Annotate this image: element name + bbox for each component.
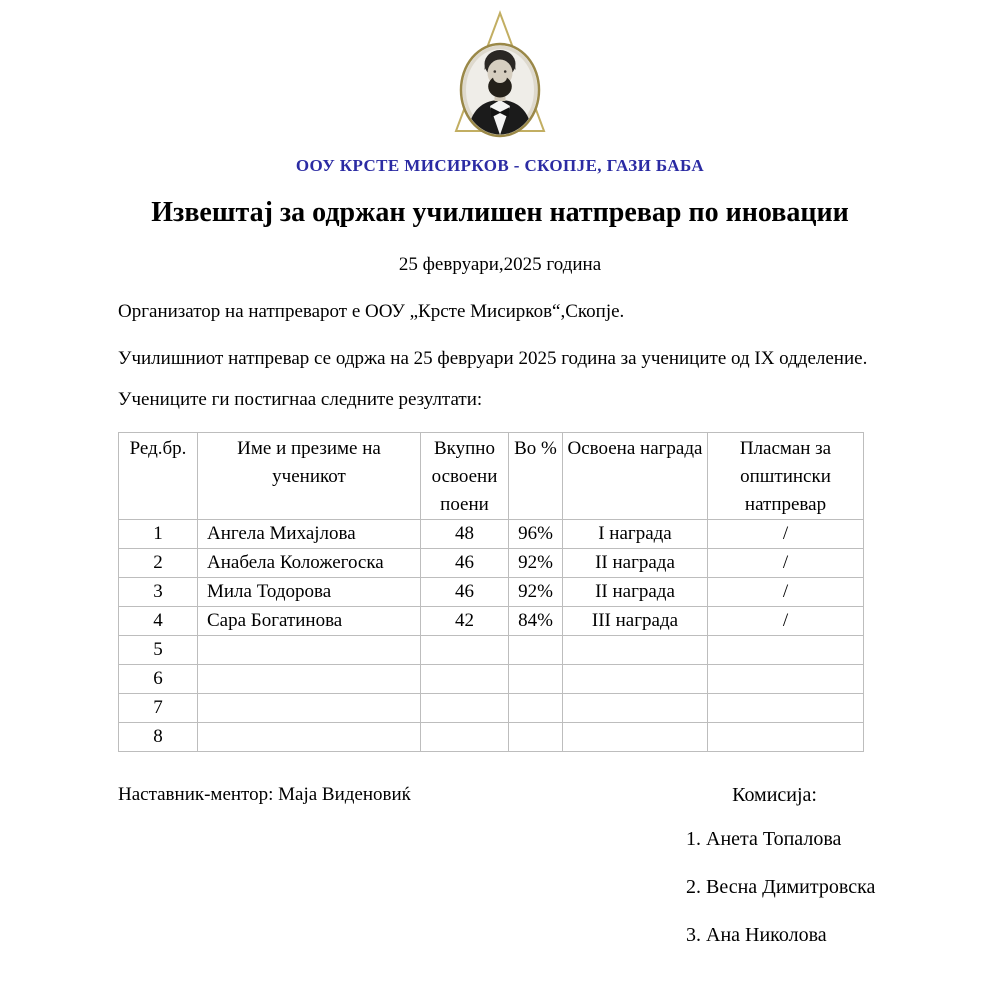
percent-cell: 84%	[508, 606, 563, 636]
report-title: Извештај за одржан училишен натпревар по…	[151, 197, 849, 228]
placement-cell: /	[707, 548, 864, 578]
percent-cell	[508, 664, 563, 694]
award-cell	[562, 693, 708, 723]
student-name-cell	[197, 722, 421, 752]
points-cell: 42	[420, 606, 509, 636]
percent-cell: 96%	[508, 519, 563, 549]
commission-member: 2. Весна Димитровска	[686, 876, 876, 898]
placement-cell	[707, 693, 864, 723]
award-cell	[562, 635, 708, 665]
placement-cell: /	[707, 606, 864, 636]
percent-cell: 92%	[508, 548, 563, 578]
row-number-cell: 6	[118, 664, 198, 694]
points-cell: 46	[420, 577, 509, 607]
percent-cell: 92%	[508, 577, 563, 607]
student-name-cell: Сара Богатинова	[197, 606, 421, 636]
award-cell: II награда	[562, 577, 708, 607]
student-name-cell: Мила Тодорова	[197, 577, 421, 607]
placement-cell	[707, 722, 864, 752]
award-cell: III награда	[562, 606, 708, 636]
table-row: 1 Ангела Михајлова 48 96% I награда /	[118, 519, 864, 549]
award-cell	[562, 722, 708, 752]
column-header-points: Вкупно освоени поени	[420, 432, 509, 520]
points-cell: 48	[420, 519, 509, 549]
table-row: 8	[118, 722, 864, 752]
column-header-number: Ред.бр.	[118, 432, 198, 520]
commission-list: 1. Анета Топалова 2. Весна Димитровска 3…	[118, 826, 882, 948]
mentor-line: Наставник-ментор: Маја Виденовиќ	[118, 784, 411, 805]
percent-cell	[508, 722, 563, 752]
percent-cell	[508, 693, 563, 723]
student-name-cell	[197, 693, 421, 723]
row-number-cell: 2	[118, 548, 198, 578]
column-header-percent: Во %	[508, 432, 563, 520]
school-name: ООУ КРСТЕ МИСИРКОВ - СКОПЈЕ, ГАЗИ БАБА	[295, 156, 705, 175]
paragraph-organizer: Организатор на натпреварот е ООУ „Крсте …	[118, 301, 625, 322]
row-number-cell: 5	[118, 635, 198, 665]
commission-member: 1. Анета Топалова	[686, 828, 842, 850]
table-row: 7	[118, 693, 864, 723]
row-number-cell: 1	[118, 519, 198, 549]
percent-cell	[508, 635, 563, 665]
row-number-cell: 8	[118, 722, 198, 752]
table-row: 2 Анабела Коложегоска 46 92% II награда …	[118, 548, 864, 578]
placement-cell	[707, 635, 864, 665]
row-number-cell: 3	[118, 577, 198, 607]
points-cell	[420, 722, 509, 752]
table-row: 6	[118, 664, 864, 694]
award-cell: II награда	[562, 548, 708, 578]
commission-member: 3. Ана Николова	[686, 924, 827, 946]
placement-cell	[707, 664, 864, 694]
points-cell: 46	[420, 548, 509, 578]
report-date: 25 февруари,2025 година	[398, 254, 602, 275]
paragraph-results-intro: Учениците ги постигнаа следните резултат…	[118, 389, 483, 410]
award-cell	[562, 664, 708, 694]
student-name-cell: Ангела Михајлова	[197, 519, 421, 549]
student-name-cell	[197, 635, 421, 665]
portrait-triangle-logo-icon	[454, 10, 546, 138]
placement-cell: /	[707, 519, 864, 549]
table-row: 4 Сара Богатинова 42 84% III награда /	[118, 606, 864, 636]
row-number-cell: 4	[118, 606, 198, 636]
school-logo	[118, 8, 882, 138]
table-row: 3 Мила Тодорова 46 92% II награда /	[118, 577, 864, 607]
results-table: Ред.бр. Име и презиме на ученикот Вкупно…	[118, 432, 864, 752]
report-content: ООУ КРСТЕ МИСИРКОВ - СКОПЈЕ, ГАЗИ БАБА И…	[118, 8, 882, 948]
paragraph-event: Училишниот натпревар се одржа на 25 февр…	[118, 348, 868, 369]
points-cell	[420, 693, 509, 723]
column-header-name: Име и презиме на ученикот	[197, 432, 421, 520]
points-cell	[420, 664, 509, 694]
footer-row: Наставник-ментор: Маја Виденовиќ Комисиј…	[118, 782, 882, 808]
row-number-cell: 7	[118, 693, 198, 723]
placement-cell: /	[707, 577, 864, 607]
award-cell: I награда	[562, 519, 708, 549]
table-header-row: Ред.бр. Име и презиме на ученикот Вкупно…	[118, 432, 864, 520]
column-header-award: Освоена награда	[562, 432, 708, 520]
column-header-placement: Пласман за општински натпревар	[707, 432, 864, 520]
student-name-cell: Анабела Коложегоска	[197, 548, 421, 578]
student-name-cell	[197, 664, 421, 694]
commission-label: Комисија:	[732, 784, 817, 806]
table-row: 5	[118, 635, 864, 665]
points-cell	[420, 635, 509, 665]
